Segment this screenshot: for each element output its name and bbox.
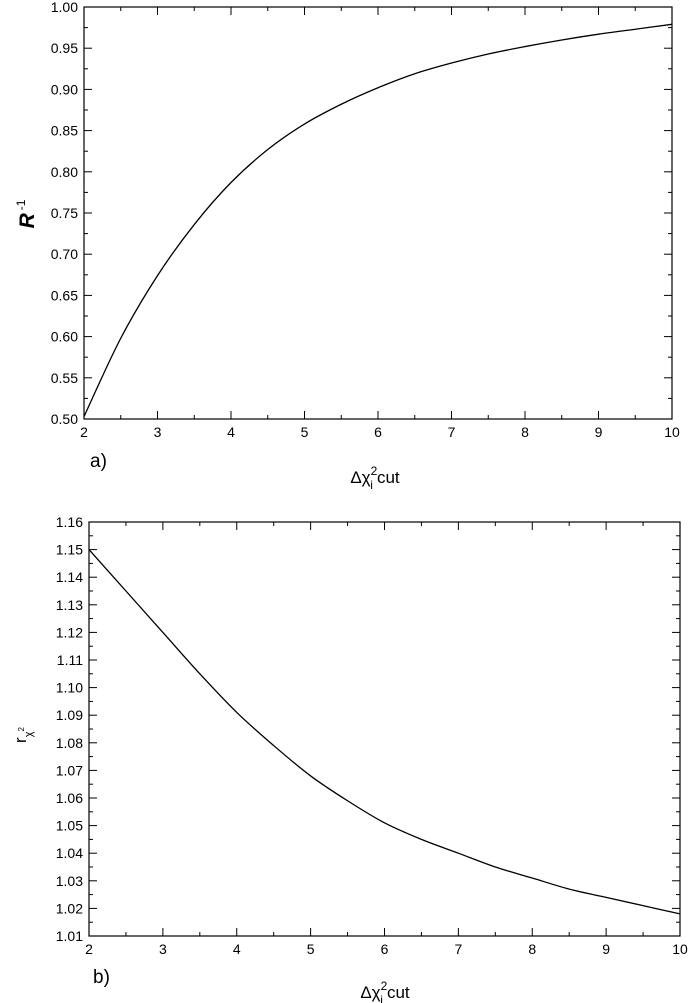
y-tick-label: 1.04 [56,845,83,861]
x-tick-label: 10 [672,941,688,957]
x-tick-label: 9 [602,941,610,957]
y-axis-label: R-1 [14,199,39,228]
y-tick-label: 1.03 [56,873,83,889]
series-line [88,549,681,915]
y-tick-label: 0.90 [51,81,78,97]
x-tick-label: 10 [664,424,680,440]
y-tick-label: 1.10 [56,680,83,696]
x-tick-label: 3 [159,941,167,957]
plot-frame [88,521,681,937]
y-tick-label: 0.70 [51,246,78,262]
y-tick-label: 0.55 [51,370,78,386]
series-line [83,23,673,417]
x-tick-label: 9 [595,424,603,440]
x-tick-label: 5 [307,941,315,957]
panel-label: a) [90,451,107,472]
y-tick-label: 1.02 [56,900,83,916]
y-tick-label: 1.06 [56,790,83,806]
x-axis-label: Δχ2 i cut [350,464,400,492]
x-tick-label: 5 [301,424,309,440]
y-tick-label: 1.14 [56,569,83,585]
y-tick-label: 0.85 [51,123,78,139]
x-tick-label: 3 [154,424,162,440]
y-tick-label: 1.11 [57,652,83,668]
y-axis-label: rχ2 [11,727,35,743]
chart-panel-b: 2 3 4 5 6 7 8 9 10 1.01 1.02 1.03 1.04 1.05 1.06 1.07 1.… [11,514,688,1003]
y-tick-label: 1.01 [56,928,83,944]
y-tick-label: 1.16 [56,514,83,530]
y-tick-label: 0.75 [51,205,78,221]
y-tick-label: 1.15 [56,542,83,558]
x-tick-label: 4 [233,941,241,957]
x-tick-label: 8 [521,424,529,440]
y-tick-label: 1.05 [56,818,83,834]
y-tick-label: 0.50 [51,411,78,427]
y-tick-label: 1.12 [56,624,83,640]
y-tick-label: 1.07 [56,762,83,778]
y-tick-label: 0.65 [51,287,78,303]
y-tick-label: 1.00 [51,0,78,15]
x-tick-label: 6 [381,941,389,957]
x-tick-label: 7 [454,941,462,957]
y-tick-label: 0.95 [51,40,78,56]
x-tick-label: 7 [448,424,456,440]
x-tick-label: 2 [80,424,88,440]
chart-panel-a: 2 3 4 5 6 7 8 9 10 0.50 0.55 0.60 0.65 0.70 0.75 0.80 0.… [14,0,680,492]
y-tick-label: 1.08 [56,735,83,751]
y-tick-label: 1.13 [56,597,83,613]
y-tick-label: 0.60 [51,329,78,345]
y-tick-label: 1.09 [56,707,83,723]
x-axis-label: Δχ2 i cut [360,979,410,1003]
y-tick-label: 0.80 [51,164,78,180]
plot-frame [83,6,673,420]
x-tick-label: 8 [528,941,536,957]
panel-label: b) [93,967,110,988]
x-tick-label: 2 [85,941,93,957]
x-tick-label: 4 [227,424,235,440]
x-tick-label: 6 [374,424,382,440]
